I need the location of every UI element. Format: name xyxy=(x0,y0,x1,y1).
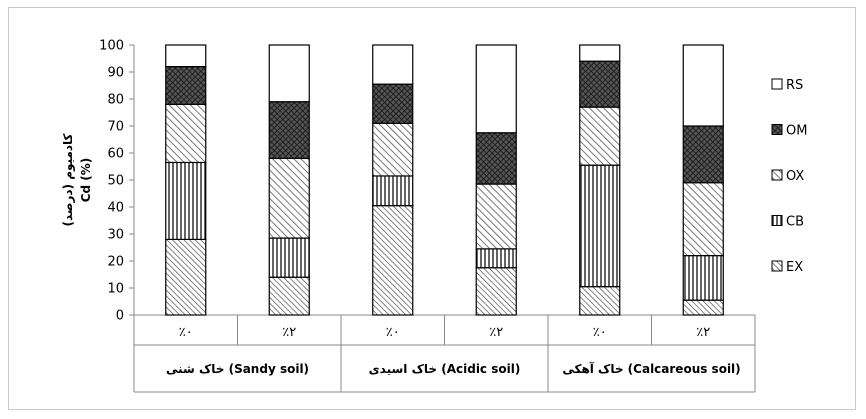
bar-segment-cb xyxy=(165,161,207,240)
y-axis-label: کادمیوم (درصد) Cd (%) xyxy=(61,133,93,226)
legend-label-ox: OX xyxy=(786,169,804,184)
bar-segment-ex xyxy=(372,205,414,316)
bar-segment-om xyxy=(372,83,414,124)
y-tick-label: 40 xyxy=(107,201,124,216)
bar-segment-ox xyxy=(268,157,310,239)
legend-swatch-ex xyxy=(771,260,783,272)
bar-segment-rs xyxy=(372,44,414,85)
bar-segment-ex xyxy=(165,238,207,316)
bar-segment-ox xyxy=(372,122,414,177)
y-tick-label: 90 xyxy=(107,66,124,81)
bar-segment-rs xyxy=(268,44,310,103)
bar-segment-ox xyxy=(475,183,517,250)
x-categories: ٪۰ ٪۲ ٪۰ ٪۲ ٪۰ ٪۲ خاک شنی (Sandy soil) خاک اسید… xyxy=(133,315,756,393)
x-group-label: خاک آهکی (Calcareous soil) xyxy=(562,361,740,376)
y-tick-label: 100 xyxy=(99,39,124,54)
y-tick-label: 50 xyxy=(107,174,124,189)
bar-segment-om xyxy=(579,60,621,108)
y-tick-label: 60 xyxy=(107,147,124,162)
legend-label-cb: CB xyxy=(786,215,804,230)
y-axis-label-fa: کادمیوم (درصد) xyxy=(61,133,76,226)
y-axis-label-en: Cd (%) xyxy=(79,158,93,203)
bar-segment-cb xyxy=(268,237,310,278)
legend-label-om: OM xyxy=(786,124,807,139)
bar-segment-om xyxy=(475,132,517,185)
y-tick-label: 10 xyxy=(107,282,124,297)
legend-label-rs: RS xyxy=(786,78,803,93)
bar-segment-ox xyxy=(579,106,621,166)
bar-segment-om xyxy=(682,125,724,184)
legend-swatch-cb xyxy=(771,215,783,226)
bar-segment-ox xyxy=(165,103,207,164)
x-category-label: ٪۲ xyxy=(282,325,296,340)
y-tick-label: 80 xyxy=(107,93,124,108)
y-tick-label: 0 xyxy=(116,309,124,324)
x-category-label: ٪۰ xyxy=(179,325,193,340)
x-category-label: ٪۲ xyxy=(489,325,503,340)
y-tick-label: 70 xyxy=(107,120,124,135)
x-group-label: خاک اسیدی (Acidic soil) xyxy=(369,362,521,376)
bar-segment-rs xyxy=(682,44,724,127)
legend-label-ex: EX xyxy=(786,260,803,275)
bar-segment-cb xyxy=(579,164,621,288)
x-category-label: ٪۲ xyxy=(696,325,710,340)
y-tick-label: 30 xyxy=(107,228,124,243)
bar-segment-ex xyxy=(682,299,724,316)
legend-swatch-ox xyxy=(771,169,783,181)
bar-segment-rs xyxy=(579,44,621,62)
legend: RS OM OX CB EX xyxy=(771,78,807,275)
legend-swatch-rs xyxy=(771,78,783,90)
bar-segment-cb xyxy=(372,175,414,207)
bar-segment-ex xyxy=(475,267,517,316)
bar-segment-ox xyxy=(682,182,724,257)
x-group-label: خاک شنی (Sandy soil) xyxy=(166,362,309,376)
bar-segment-ex xyxy=(579,286,621,316)
bar-segment-cb xyxy=(682,255,724,301)
bar-segment-rs xyxy=(475,44,517,134)
y-tick-label: 20 xyxy=(107,255,124,270)
bar-segment-om xyxy=(268,101,310,159)
y-ticks: 0 10 20 30 40 50 60 70 80 90 100 xyxy=(99,39,134,324)
x-category-label: ٪۰ xyxy=(386,325,400,340)
bar-segment-cb xyxy=(475,248,517,269)
bar-segment-ex xyxy=(268,276,310,316)
legend-swatch-om xyxy=(771,124,783,135)
bar-segment-rs xyxy=(165,44,207,68)
x-category-label: ٪۰ xyxy=(593,325,607,340)
bars xyxy=(165,44,724,316)
bar-segment-om xyxy=(165,65,207,105)
